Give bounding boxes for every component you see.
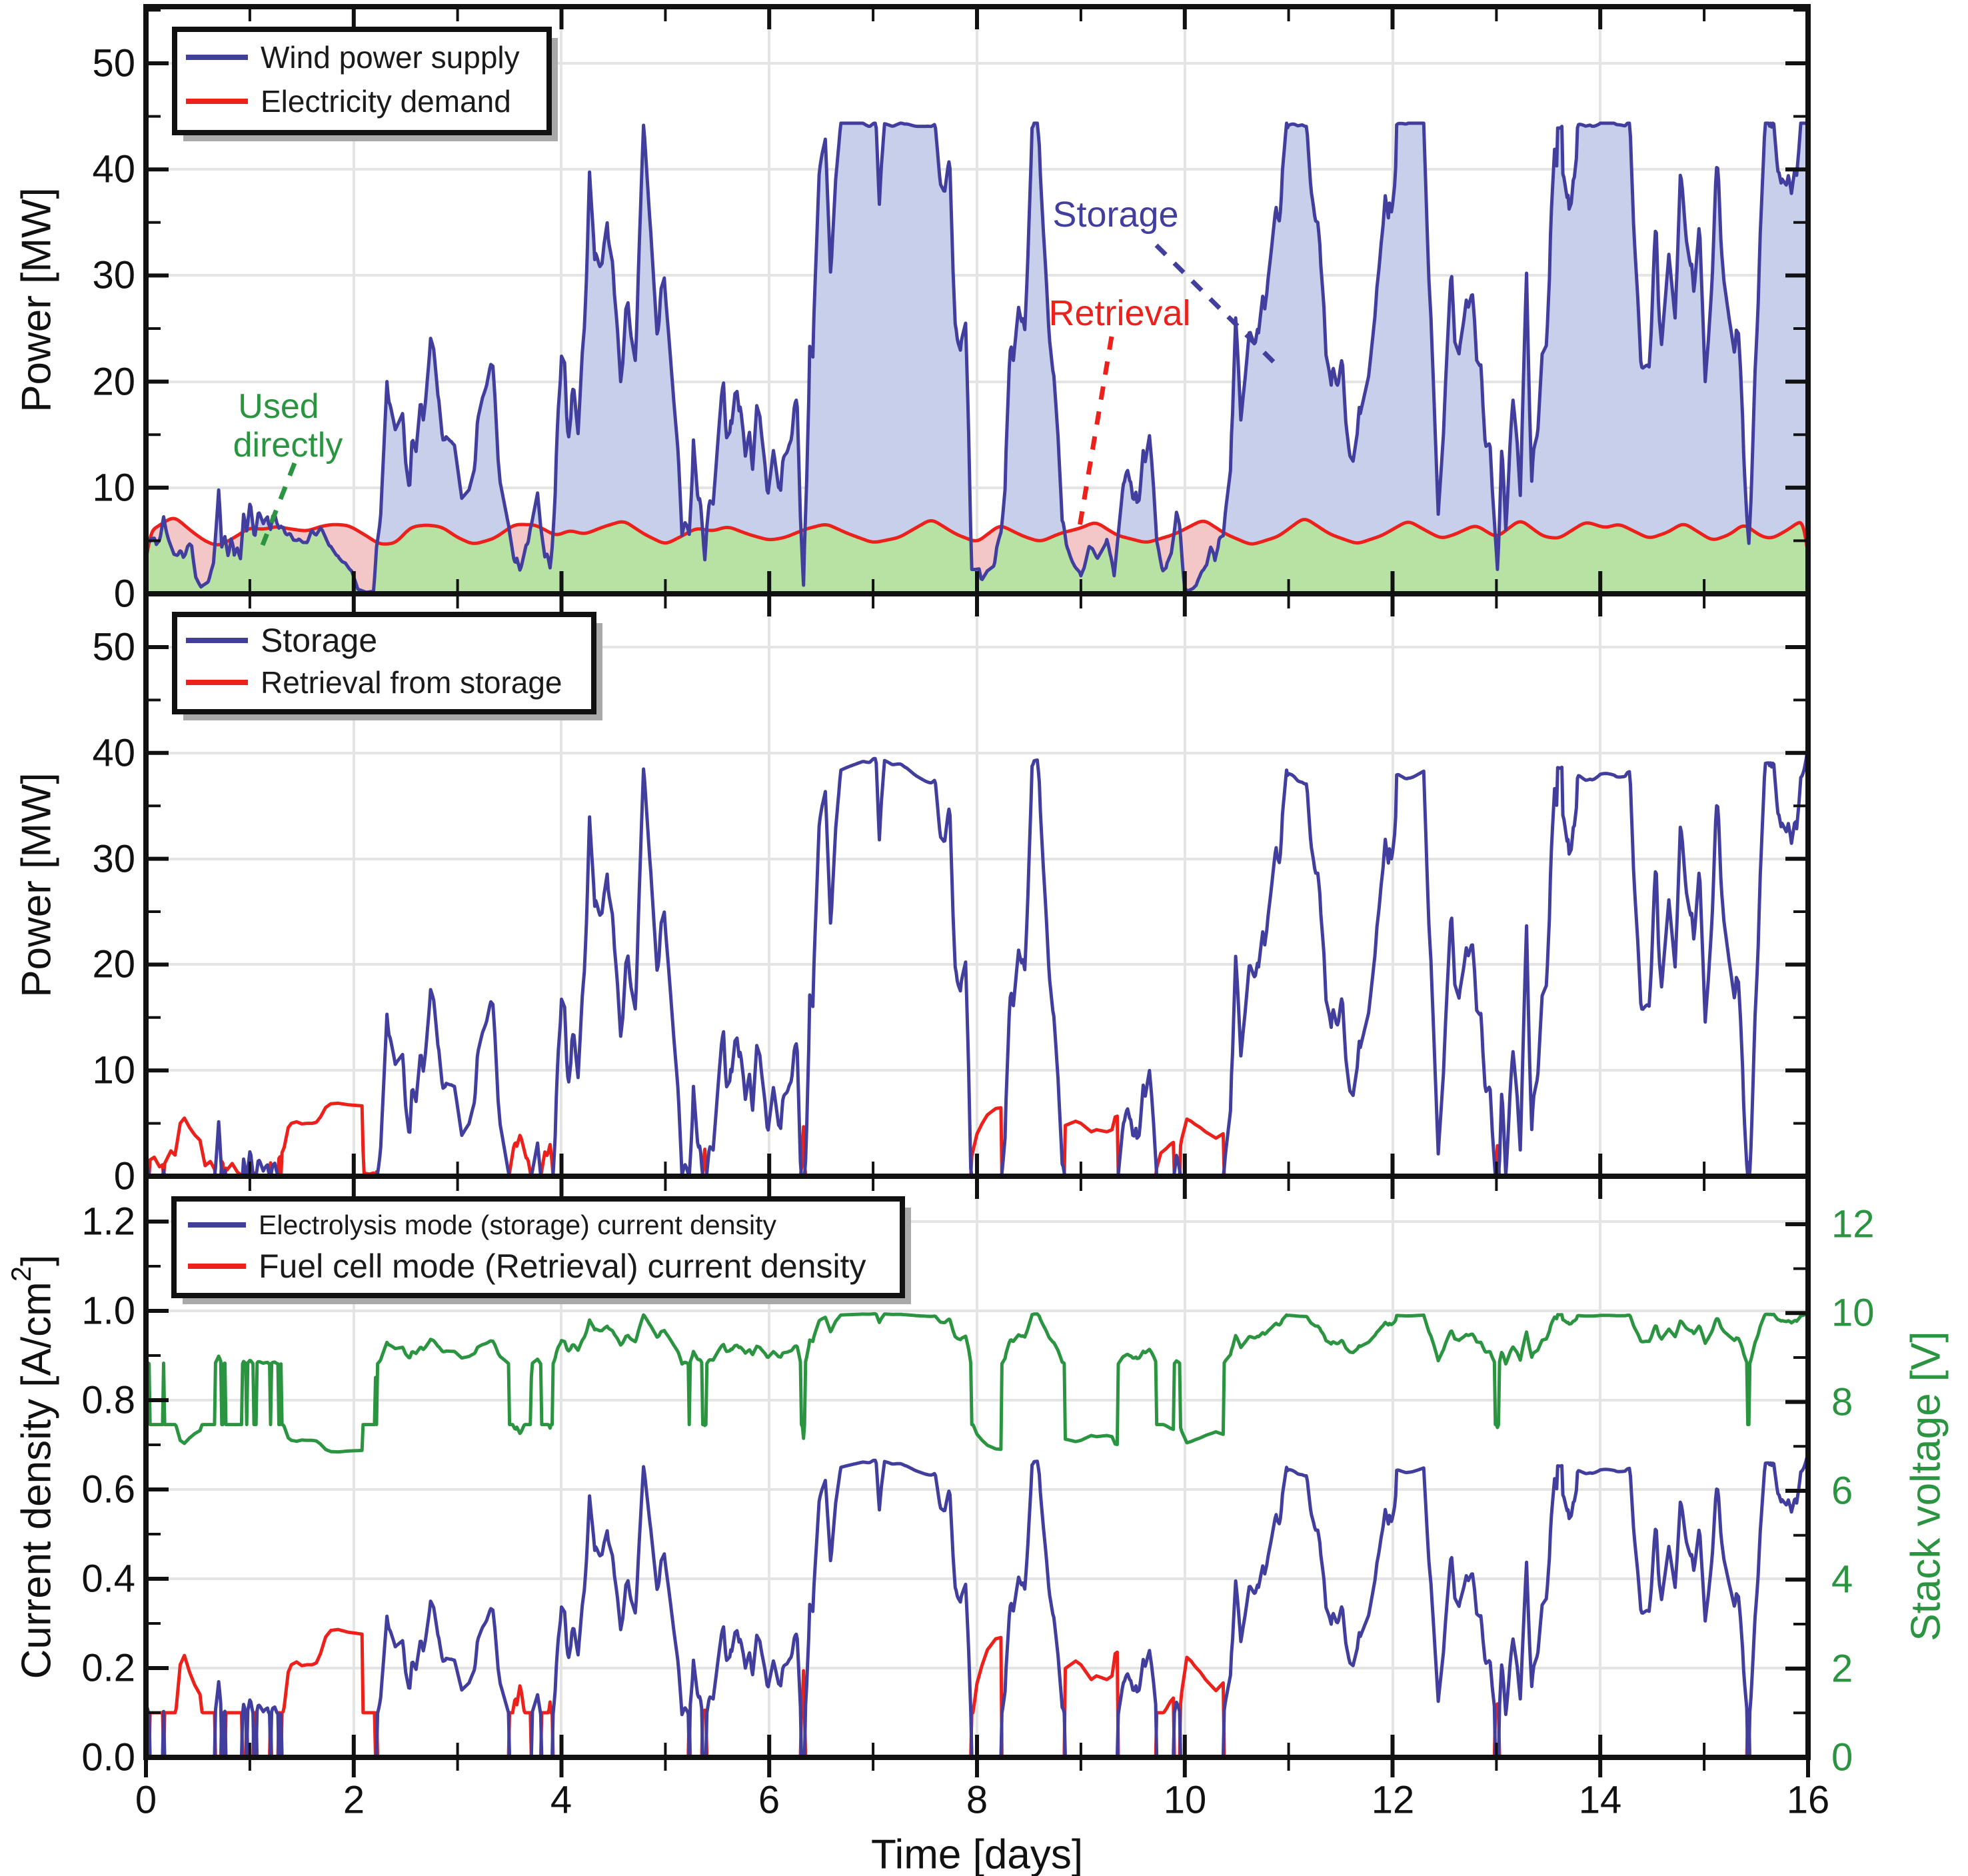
svg-text:40: 40 — [92, 148, 135, 191]
svg-text:Current density [A/cm2]: Current density [A/cm2] — [5, 1255, 60, 1679]
svg-text:14: 14 — [1579, 1779, 1622, 1822]
svg-text:0: 0 — [114, 1155, 135, 1198]
svg-text:10: 10 — [1831, 1292, 1875, 1335]
svg-text:Stack voltage [V]: Stack voltage [V] — [1903, 1331, 1949, 1641]
svg-text:6: 6 — [1831, 1469, 1853, 1513]
svg-text:Electrolysis mode (storage) cu: Electrolysis mode (storage) current dens… — [259, 1210, 777, 1240]
svg-text:30: 30 — [92, 838, 135, 881]
svg-text:0: 0 — [114, 572, 135, 616]
svg-text:0: 0 — [135, 1779, 157, 1822]
svg-text:Retrieval: Retrieval — [1048, 293, 1190, 333]
svg-text:50: 50 — [92, 42, 135, 85]
svg-text:10: 10 — [92, 1049, 135, 1092]
svg-text:40: 40 — [92, 732, 135, 775]
svg-text:12: 12 — [1831, 1203, 1875, 1246]
svg-text:Wind power supply: Wind power supply — [261, 40, 520, 75]
svg-text:0.4: 0.4 — [81, 1557, 135, 1601]
svg-text:1.0: 1.0 — [81, 1290, 135, 1333]
svg-text:Used: Used — [238, 387, 319, 426]
svg-text:0.8: 0.8 — [81, 1379, 135, 1422]
svg-text:50: 50 — [92, 626, 135, 669]
svg-text:20: 20 — [92, 361, 135, 404]
svg-text:12: 12 — [1372, 1779, 1415, 1822]
svg-text:Time [days]: Time [days] — [871, 1832, 1083, 1876]
svg-text:6: 6 — [758, 1779, 780, 1822]
svg-text:2: 2 — [1831, 1647, 1853, 1691]
svg-text:2: 2 — [343, 1779, 365, 1822]
svg-text:0: 0 — [1831, 1736, 1853, 1779]
svg-text:10: 10 — [92, 467, 135, 510]
svg-text:4: 4 — [1831, 1558, 1853, 1601]
svg-text:8: 8 — [1831, 1381, 1853, 1424]
svg-text:directly: directly — [233, 426, 343, 465]
svg-text:16: 16 — [1787, 1779, 1830, 1822]
svg-text:0.6: 0.6 — [81, 1468, 135, 1511]
svg-text:10: 10 — [1164, 1779, 1207, 1822]
svg-text:4: 4 — [550, 1779, 572, 1822]
svg-text:Fuel cell mode (Retrieval) cur: Fuel cell mode (Retrieval) current densi… — [259, 1248, 866, 1285]
svg-text:30: 30 — [92, 254, 135, 297]
svg-text:8: 8 — [966, 1779, 988, 1822]
svg-text:Storage: Storage — [261, 622, 377, 659]
svg-text:20: 20 — [92, 943, 135, 986]
svg-text:0.0: 0.0 — [81, 1736, 135, 1779]
svg-text:1.2: 1.2 — [81, 1200, 135, 1244]
svg-text:Electricity demand: Electricity demand — [261, 84, 511, 119]
svg-text:Retrieval from storage: Retrieval from storage — [261, 665, 562, 700]
svg-text:Power [MW]: Power [MW] — [14, 772, 60, 998]
svg-text:0.2: 0.2 — [81, 1647, 135, 1690]
svg-text:Power [MW]: Power [MW] — [14, 187, 60, 413]
svg-text:Storage: Storage — [1052, 195, 1178, 235]
